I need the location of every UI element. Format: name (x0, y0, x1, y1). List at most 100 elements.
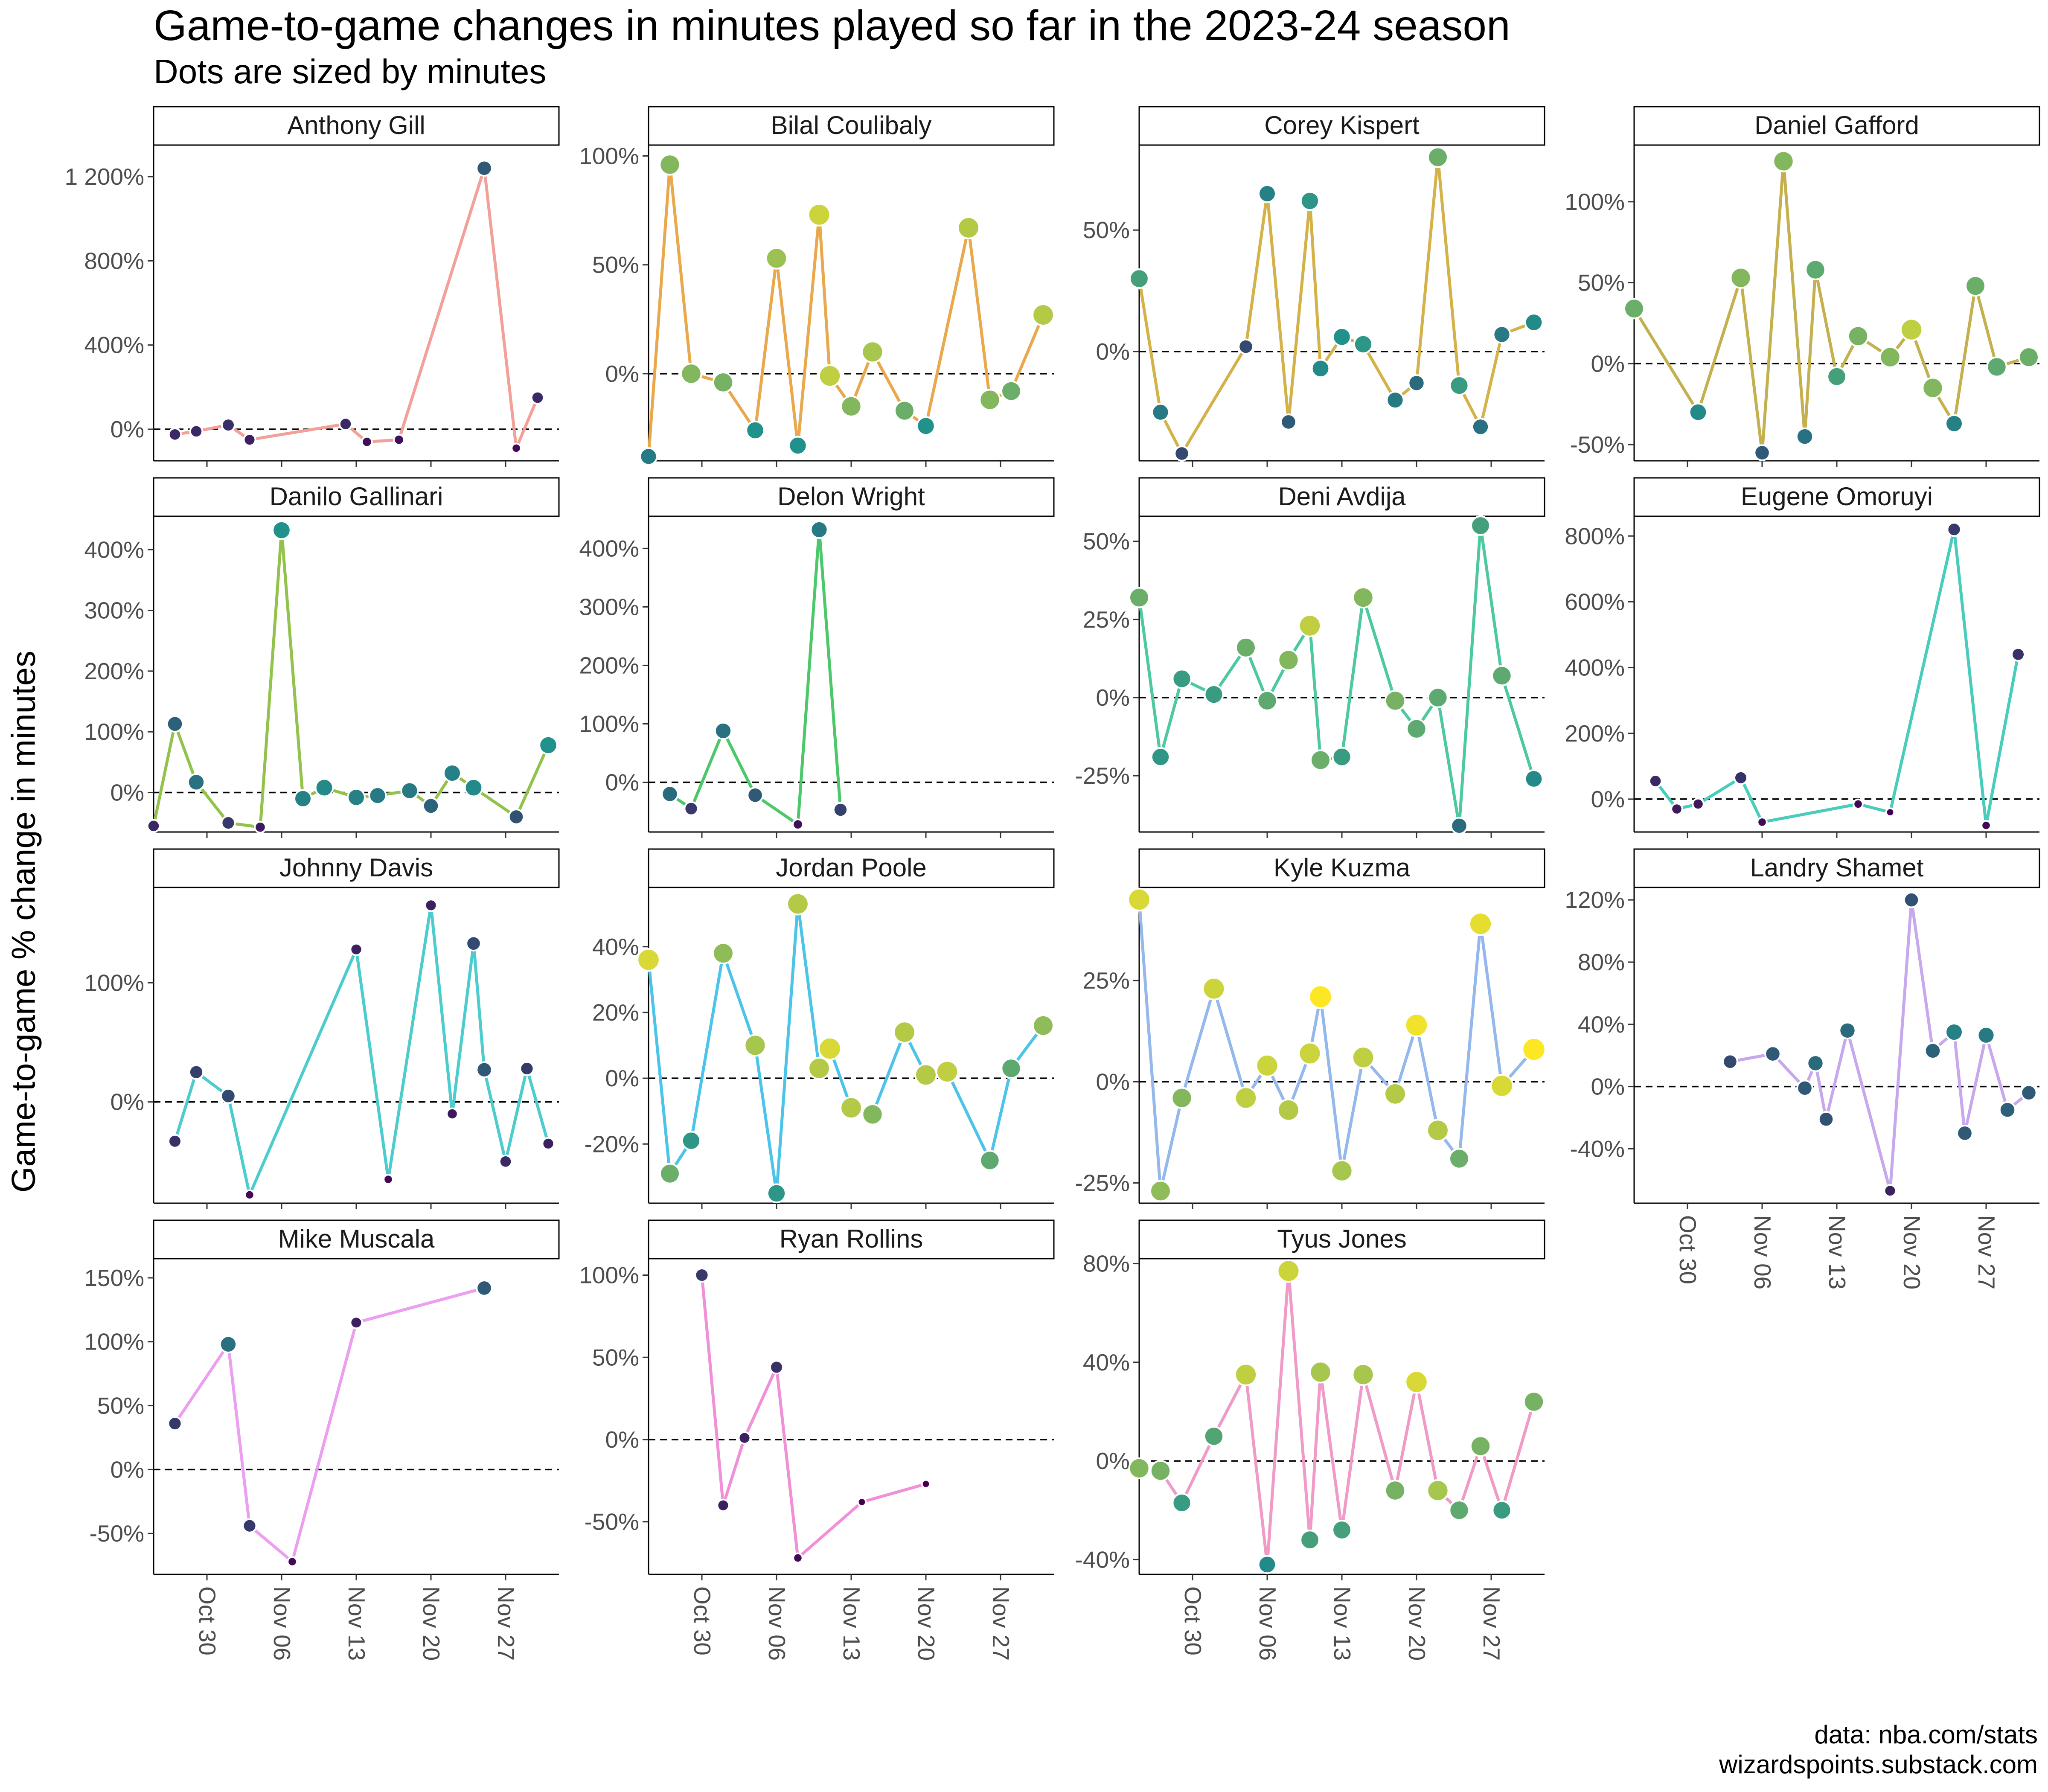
data-point (808, 1057, 831, 1080)
strip-ryan-rollins (648, 1219, 1055, 1260)
x-tick-label: Nov 06 (269, 1586, 295, 1661)
caption-source: data: nba.com/stats (1814, 1720, 2038, 1749)
data-point (1235, 637, 1257, 658)
data-point (1332, 747, 1352, 767)
y-tick-label: 0% (1096, 684, 1130, 711)
panel-jordan-poole: Jordan Poole -20% 0% 20% 40% (585, 848, 1055, 1209)
data-point (476, 1280, 493, 1297)
data-point (1524, 313, 1544, 332)
y-tick-label: -20% (585, 1131, 639, 1157)
strip-tyus-jones (1138, 1219, 1545, 1260)
data-point (1807, 1054, 1824, 1072)
x-tick-label: Nov 27 (1973, 1215, 2000, 1289)
data-point (1427, 687, 1449, 708)
series-line-corey-kispert (1137, 156, 1535, 455)
series-line-jordan-poole (647, 902, 1044, 1195)
data-point (1492, 1500, 1512, 1521)
y-tick-label: 0% (111, 780, 145, 806)
data-point (1311, 359, 1330, 378)
data-point (712, 371, 734, 393)
x-tick-label: Nov 20 (418, 1586, 445, 1661)
data-point (1127, 887, 1151, 912)
data-point (1523, 1391, 1545, 1413)
series-line-daniel-gafford (1633, 160, 2030, 454)
y-tick-label: 20% (592, 999, 639, 1026)
data-point (1945, 1023, 1964, 1042)
y-tick-label: 50% (1083, 217, 1130, 243)
y-tick-label: 150% (84, 1265, 144, 1291)
data-point (1839, 1021, 1856, 1040)
data-point (792, 818, 804, 831)
data-point (893, 1021, 916, 1044)
data-point (1203, 1425, 1225, 1447)
y-tick-label: 400% (84, 536, 144, 563)
data-point (498, 1154, 513, 1169)
data-point (1754, 444, 1771, 461)
data-point (1309, 1361, 1332, 1384)
data-point (272, 520, 291, 540)
series-line-delon-wright (669, 528, 842, 826)
data-point (1330, 1159, 1353, 1182)
x-tick-label: Nov 20 (913, 1586, 940, 1661)
strip-label: Kyle Kuzma (1274, 853, 1411, 882)
y-tick-label: 80% (1083, 1251, 1130, 1277)
x-tick-label: Nov 06 (1254, 1586, 1281, 1661)
data-point (684, 801, 699, 816)
data-point (1332, 1520, 1352, 1540)
data-point (243, 433, 256, 447)
y-tick-label: -50% (585, 1509, 639, 1535)
data-point (1492, 325, 1511, 344)
data-point (1405, 1370, 1428, 1394)
y-tick-label: 100% (1565, 189, 1625, 215)
data-point (2020, 1084, 2037, 1101)
data-point (347, 788, 366, 807)
data-point (465, 935, 482, 952)
y-tick-label: 50% (97, 1393, 144, 1419)
data-point (1450, 817, 1468, 835)
data-point (368, 786, 387, 805)
data-point (661, 785, 679, 803)
data-point (1353, 334, 1373, 354)
y-tick-label: 0% (605, 769, 640, 796)
data-point (219, 1335, 238, 1353)
x-tick-label: Nov 20 (1404, 1586, 1430, 1661)
data-point (2011, 647, 2025, 662)
series-line-eugene-omoruyi (1654, 528, 2020, 827)
y-tick-label: -25% (1075, 762, 1130, 789)
data-point (1129, 268, 1149, 289)
y-tick-label: 0% (1591, 350, 1625, 377)
y-tick-label: 0% (605, 361, 640, 387)
data-point (840, 1096, 863, 1120)
x-tick-label: Nov 06 (1749, 1215, 1776, 1289)
data-point (1879, 346, 1901, 368)
data-point (1277, 1098, 1300, 1122)
strip-label: Eugene Omoruyi (1741, 482, 1933, 511)
y-tick-label: 400% (579, 535, 639, 561)
data-point (1734, 770, 1748, 785)
series-line-danilo-gallinari (152, 529, 550, 829)
data-point (1730, 267, 1752, 289)
data-point (294, 789, 312, 808)
data-point (1468, 912, 1493, 936)
data-point (1277, 649, 1300, 671)
data-point (681, 1131, 701, 1151)
data-point (189, 424, 204, 439)
data-point (744, 1034, 767, 1057)
data-point (476, 1061, 493, 1079)
panel-johnny-davis: Johnny Davis 0% 100% (84, 848, 560, 1209)
series-line-tyus-jones (1139, 1269, 1536, 1566)
strip-johnny-davis (153, 848, 560, 888)
data-point (1977, 1026, 1996, 1044)
data-point (1001, 380, 1022, 402)
y-tick-label: 0% (111, 1089, 145, 1115)
data-point (818, 364, 842, 388)
data-point (979, 389, 1001, 411)
strip-label: Daniel Gafford (1754, 111, 1919, 140)
x-tick-label: Oct 30 (689, 1586, 716, 1655)
strip-danilo-gallinari (153, 477, 560, 517)
data-point (1648, 774, 1663, 788)
data-point (254, 820, 267, 834)
data-point (1449, 375, 1469, 396)
y-tick-label: 400% (1565, 655, 1625, 681)
